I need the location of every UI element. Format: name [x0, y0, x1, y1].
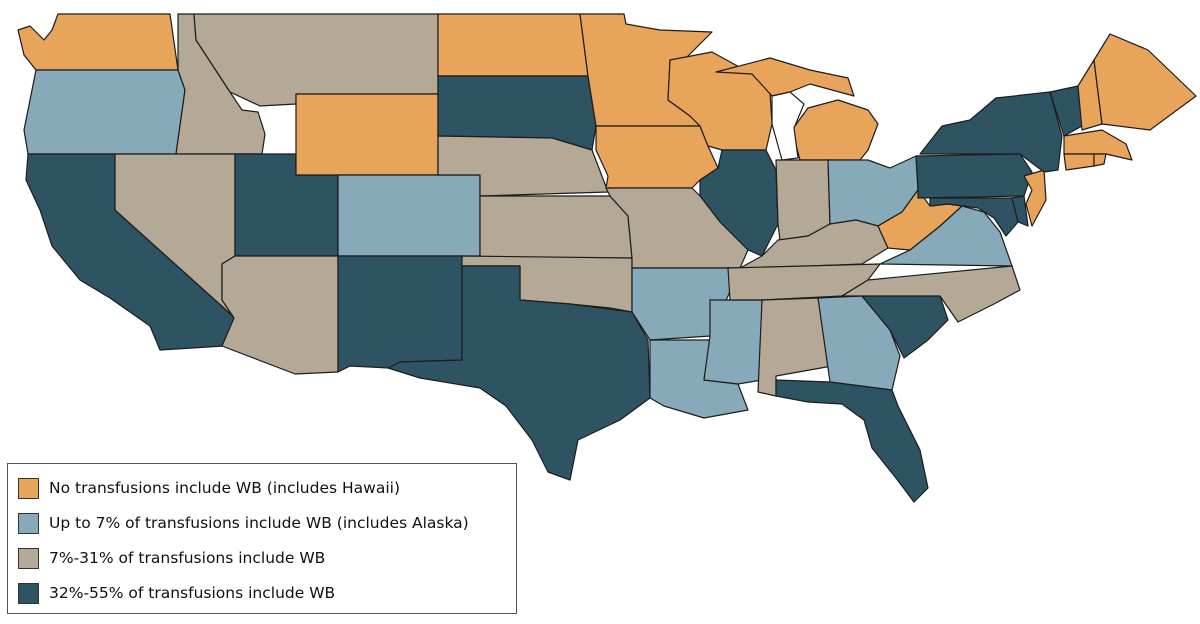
state-ct	[1063, 153, 1095, 171]
state-wy	[295, 93, 439, 176]
lake-michigan	[771, 91, 805, 161]
state-fl	[775, 379, 929, 503]
legend-swatch-mid	[18, 547, 39, 569]
state-co	[337, 174, 481, 257]
legend-item-high: 32%-55% of transfusions include WB	[18, 581, 335, 605]
state-tx	[387, 265, 651, 481]
legend-swatch-high	[18, 582, 39, 604]
state-ny	[919, 91, 1063, 173]
state-ia	[595, 125, 719, 189]
legend-item-mid: 7%-31% of transfusions include WB	[18, 546, 325, 570]
legend-label-low: Up to 7% of transfusions include WB (inc…	[49, 514, 469, 532]
state-pa	[915, 153, 1033, 199]
legend-label-none: No transfusions include WB (includes Haw…	[49, 479, 400, 497]
state-az	[221, 255, 339, 375]
state-nc	[841, 265, 1021, 323]
legend-swatch-low	[18, 512, 39, 534]
state-ne	[437, 135, 609, 197]
state-nd	[437, 13, 589, 77]
map-legend: No transfusions include WB (includes Haw…	[7, 463, 517, 614]
state-ks	[479, 195, 633, 259]
state-mt	[193, 13, 439, 107]
state-nm	[337, 255, 463, 373]
state-or	[23, 69, 186, 155]
state-ms	[703, 299, 763, 385]
state-de	[1011, 195, 1029, 227]
legend-label-mid: 7%-31% of transfusions include WB	[49, 549, 326, 567]
legend-label-high: 32%-55% of transfusions include WB	[49, 584, 336, 602]
legend-item-none: No transfusions include WB (includes Haw…	[18, 476, 400, 500]
legend-swatch-none	[18, 477, 39, 499]
state-wa	[17, 13, 179, 71]
state-me	[1093, 33, 1197, 131]
legend-item-low: Up to 7% of transfusions include WB (inc…	[18, 511, 469, 535]
state-ri	[1093, 153, 1107, 167]
